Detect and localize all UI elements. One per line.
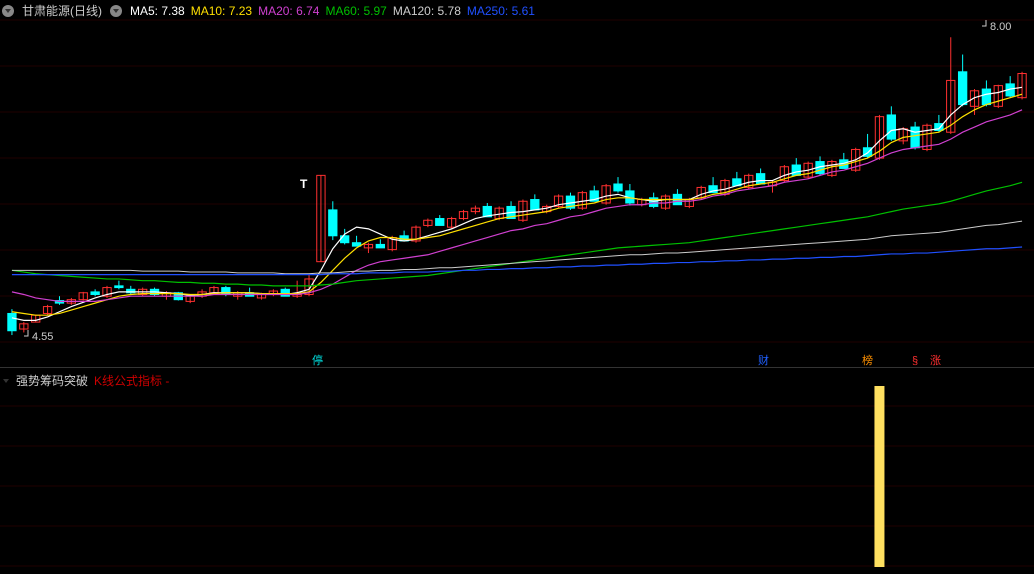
indicator-header: 强势筹码突破 K线公式指标 -	[2, 372, 169, 389]
svg-text:4.55: 4.55	[32, 331, 53, 343]
ma-legend: MA5: 7.38 MA10: 7.23 MA20: 6.74 MA60: 5.97 M…	[130, 4, 541, 18]
ma-legend-item: MA5: 7.38	[130, 4, 185, 18]
svg-text:8.00: 8.00	[990, 21, 1011, 33]
svg-text:财: 财	[758, 353, 769, 367]
collapse-icon[interactable]	[2, 374, 10, 388]
svg-text:榜: 榜	[862, 353, 873, 367]
svg-text:涨: 涨	[930, 354, 941, 367]
dropdown-icon[interactable]	[110, 5, 122, 17]
indicator-chart[interactable]	[0, 368, 1034, 569]
ma-legend-item: MA60: 5.97	[325, 4, 386, 18]
ma-legend-item: MA120: 5.78	[393, 4, 461, 18]
ma-legend-item: MA250: 5.61	[467, 4, 535, 18]
ma-legend-item: MA20: 6.74	[258, 4, 319, 18]
stock-title: 甘肃能源(日线)	[22, 2, 102, 19]
ma-legend-item: MA10: 7.23	[191, 4, 252, 18]
collapse-icon[interactable]	[2, 5, 14, 17]
svg-text:停: 停	[312, 353, 323, 367]
chart-header: 甘肃能源(日线) MA5: 7.38MA10: 7.23MA20: 6.74MA…	[2, 2, 541, 19]
svg-text:§: §	[912, 355, 918, 367]
indicator-formula: K线公式指标 -	[94, 372, 169, 389]
candlestick-chart[interactable]: 8.00 4.55 停 T 财 榜 § 涨	[0, 0, 1034, 368]
svg-text:T: T	[300, 177, 308, 191]
indicator-title: 强势筹码突破	[16, 372, 88, 389]
